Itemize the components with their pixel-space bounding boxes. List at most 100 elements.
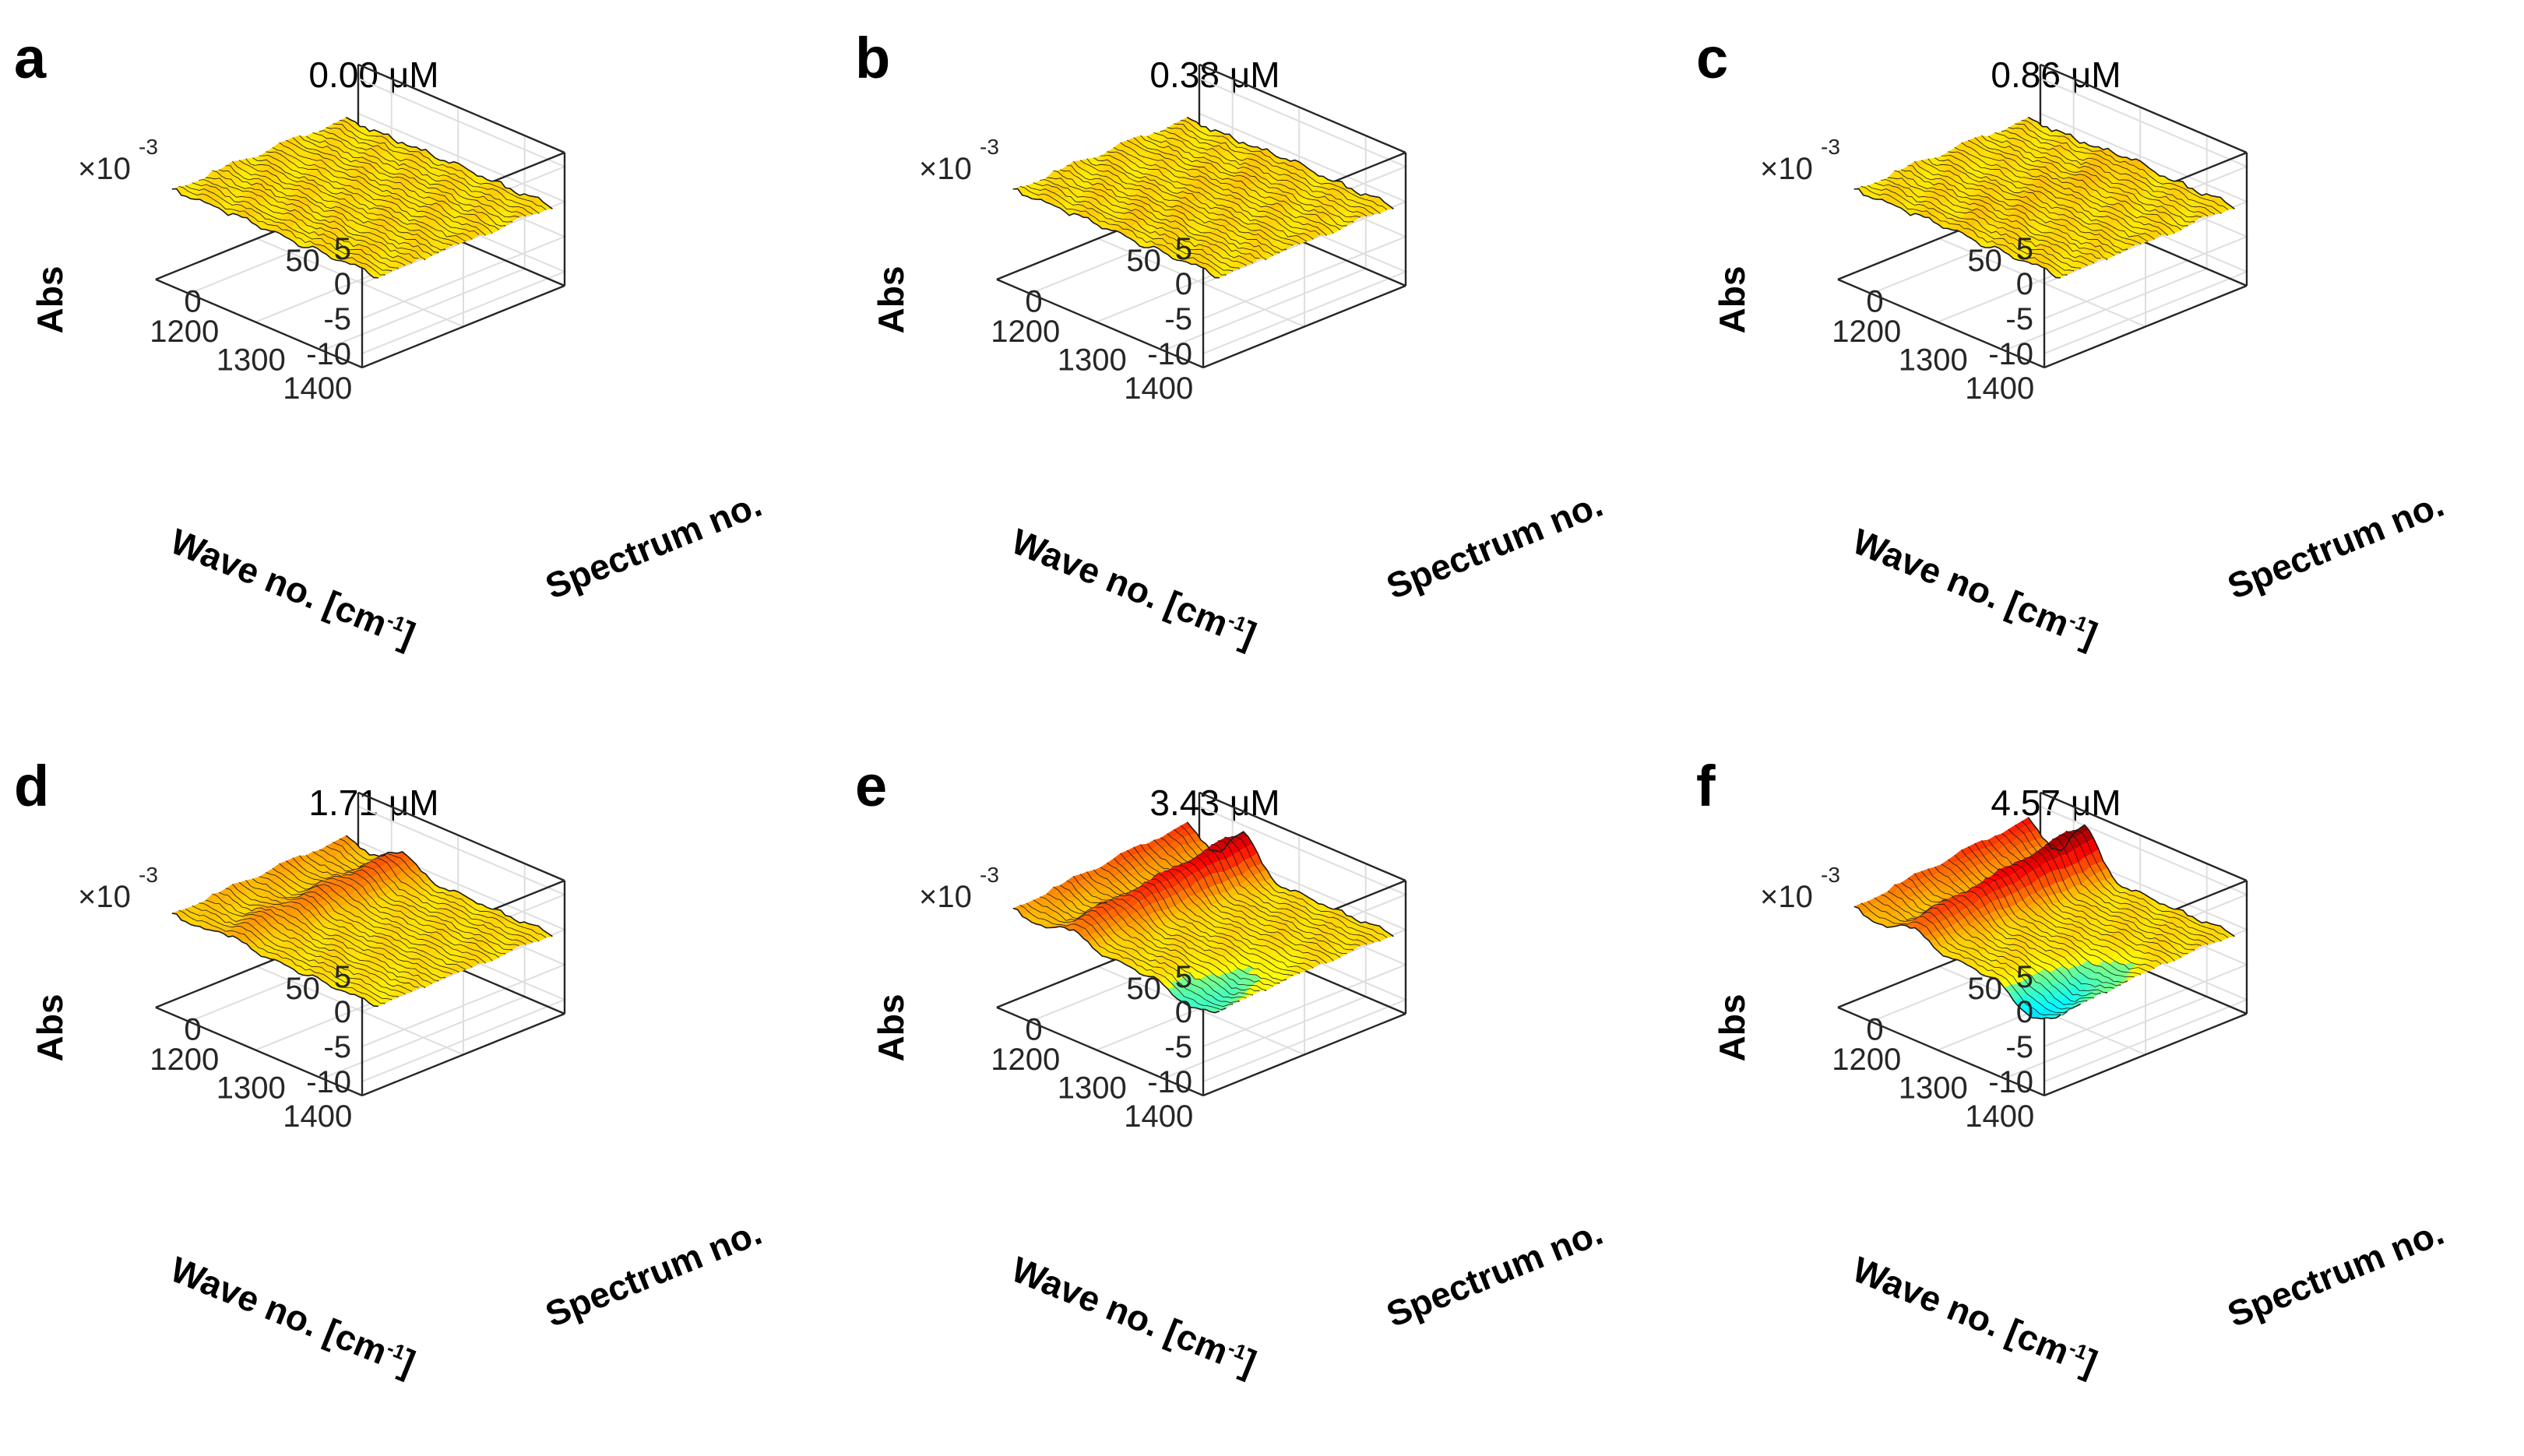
z-multiplier: ×10 (919, 152, 972, 186)
x-tick-label: 1300 (1899, 343, 1968, 378)
z-multiplier-exponent: -3 (139, 863, 158, 887)
y-tick-label: 0 (1025, 1013, 1042, 1047)
panel-title: 4.57 μM (1991, 783, 2121, 823)
x-tick-label: 1300 (1058, 343, 1127, 378)
y-axis-label: Spectrum no. (2222, 484, 2449, 607)
z-axis-label: Abs (1712, 994, 1752, 1062)
z-tick-label: 5 (334, 960, 351, 994)
surface-b (1012, 116, 1394, 279)
z-tick-label: -10 (1147, 1065, 1192, 1099)
z-axis-label: Abs (30, 266, 70, 334)
x-axis-label: Wave no. [cm-1] (165, 521, 421, 656)
y-tick-label: 0 (1866, 285, 1883, 319)
panel-label: d (14, 754, 49, 818)
z-tick-label: -10 (1147, 337, 1192, 371)
z-axis-label: Abs (30, 994, 70, 1062)
z-tick-label: 0 (1175, 995, 1192, 1029)
z-multiplier-exponent: -3 (1821, 135, 1840, 159)
z-multiplier: ×10 (1760, 152, 1813, 186)
panel-e: e 3.43 μM 5 0 -5 -10 1400 1300 1200 0 50 ×10 -3 Abs Wa… (841, 728, 1682, 1456)
x-tick-label: 1400 (283, 1099, 352, 1134)
z-tick-label: -10 (306, 1065, 351, 1099)
x-tick-label: 1400 (1124, 1099, 1193, 1134)
z-tick-label: -5 (2005, 1030, 2033, 1064)
z-tick-label: 0 (2016, 267, 2033, 301)
panel-d: d 1.71 μM 5 0 -5 -10 1400 1300 1200 0 50 ×10 -3 Abs Wa… (0, 728, 841, 1456)
surface-d (171, 835, 553, 1008)
surface-plot-a: a 0.00 μM50-5-10140013001200050×10-3AbsWa… (14, 26, 767, 656)
z-tick-label: -10 (1988, 1065, 2033, 1099)
surface-f (1853, 817, 2235, 1020)
z-multiplier-exponent: -3 (139, 135, 158, 159)
z-axis-label: Abs (871, 266, 911, 334)
z-tick-label: -5 (323, 302, 351, 336)
panel-title: 1.71 μM (308, 783, 438, 823)
x-tick-label: 1400 (283, 371, 352, 406)
y-tick-label: 50 (1126, 244, 1161, 278)
panel-title: 3.43 μM (1149, 783, 1280, 823)
y-tick-label: 50 (1967, 244, 2002, 278)
surface-plot-b: b 0.38 μM50-5-10140013001200050×10-3AbsWa… (855, 26, 1608, 656)
y-tick-label: 50 (285, 244, 320, 278)
x-axis-label: Wave no. [cm-1] (1847, 521, 2103, 656)
panel-c: c 0.86 μM 5 0 -5 -10 1400 1300 1200 0 50 ×10 -3 Abs Wa… (1682, 0, 2523, 728)
y-tick-label: 50 (1967, 972, 2002, 1006)
x-tick-label: 1400 (1965, 371, 2034, 406)
x-tick-label: 1300 (1058, 1071, 1127, 1106)
z-tick-label: -10 (306, 337, 351, 371)
y-tick-label: 50 (1126, 972, 1161, 1006)
z-multiplier-exponent: -3 (1821, 863, 1840, 887)
x-tick-label: 1300 (1899, 1071, 1968, 1106)
z-tick-label: -5 (1164, 302, 1192, 336)
panel-b: b 0.38 μM 5 0 -5 -10 1400 1300 1200 0 50 ×10 -3 Abs Wa… (841, 0, 1682, 728)
y-tick-label: 0 (1866, 1013, 1883, 1047)
y-axis-label: Spectrum no. (540, 484, 767, 607)
panel-label: a (14, 26, 47, 90)
z-tick-label: -10 (1988, 337, 2033, 371)
panel-label: b (855, 26, 890, 90)
x-tick-label: 1200 (991, 315, 1060, 349)
panel-f: f 4.57 μM 5 0 -5 -10 1400 1300 1200 0 50 ×10 -3 Abs Wa… (1682, 728, 2523, 1456)
x-tick-label: 1200 (1832, 1043, 1901, 1077)
z-tick-label: 5 (2016, 960, 2033, 994)
y-tick-label: 50 (285, 972, 320, 1006)
x-axis-label: Wave no. [cm-1] (1006, 1249, 1262, 1384)
y-tick-label: 0 (184, 285, 201, 319)
surface-plot-c: c 0.86 μM50-5-10140013001200050×10-3AbsWa… (1696, 26, 2449, 656)
z-tick-label: 5 (1175, 960, 1192, 994)
x-axis-label: Wave no. [cm-1] (1847, 1249, 2103, 1384)
x-tick-label: 1200 (991, 1043, 1060, 1077)
z-tick-label: 0 (334, 267, 351, 301)
z-multiplier: ×10 (78, 152, 131, 186)
panel-title: 0.86 μM (1991, 55, 2121, 95)
panel-a: a 0.00 μM 5 0 -5 -10 1400 1300 1200 0 50 ×10 -3 Abs Wa… (0, 0, 841, 728)
surface-c (1853, 116, 2235, 279)
panel-label: c (1696, 26, 1728, 90)
z-tick-label: 5 (334, 232, 351, 266)
y-tick-label: 0 (1025, 285, 1042, 319)
z-tick-label: -5 (2005, 302, 2033, 336)
x-axis-label: Wave no. [cm-1] (1006, 521, 1262, 656)
z-multiplier: ×10 (919, 880, 972, 914)
x-tick-label: 1400 (1124, 371, 1193, 406)
z-tick-label: -5 (323, 1030, 351, 1064)
z-axis-label: Abs (871, 994, 911, 1062)
x-tick-label: 1400 (1965, 1099, 2034, 1134)
z-multiplier-exponent: -3 (980, 863, 999, 887)
z-tick-label: 5 (2016, 232, 2033, 266)
x-axis-label: Wave no. [cm-1] (165, 1249, 421, 1384)
x-tick-label: 1200 (150, 1043, 219, 1077)
surface-plot-f: f 4.57 μM50-5-10140013001200050×10-3AbsWa… (1696, 754, 2449, 1384)
y-axis-label: Spectrum no. (1381, 1212, 1608, 1335)
y-axis-label: Spectrum no. (540, 1212, 767, 1335)
z-multiplier: ×10 (78, 880, 131, 914)
y-tick-label: 0 (184, 1013, 201, 1047)
x-tick-label: 1200 (150, 315, 219, 349)
z-multiplier-exponent: -3 (980, 135, 999, 159)
surface-a (171, 116, 553, 279)
z-axis-label: Abs (1712, 266, 1752, 334)
